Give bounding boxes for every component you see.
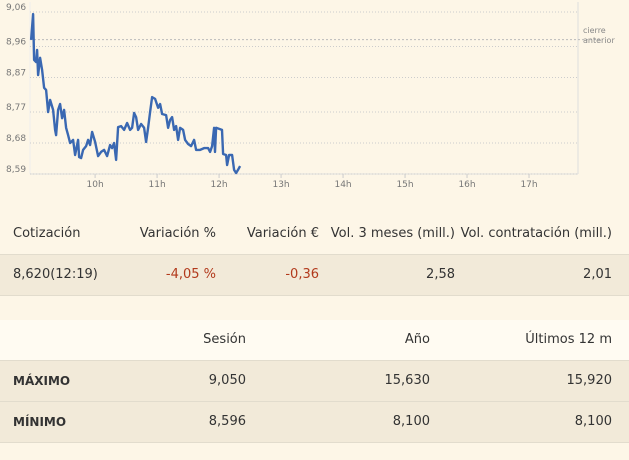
y-tick-label: 8,59 xyxy=(6,165,26,175)
price-line xyxy=(29,12,242,175)
reference-label: cierre anterior xyxy=(583,26,615,45)
data-cell: 15,630 xyxy=(384,373,431,388)
data-cell: 8,100 xyxy=(574,414,612,429)
data-row: 8,620(12:19) -4,05 % -0,36 2,58 2,01 xyxy=(0,255,629,296)
header-row: Sesión Año Últimos 12 m xyxy=(0,320,629,361)
y-tick-label: 8,96 xyxy=(6,37,26,47)
data-cell: 2,01 xyxy=(583,267,612,282)
header-row: Cotización Variación % Variación € Vol. 3 m… xyxy=(0,214,629,255)
row-label: MÍNIMO xyxy=(13,415,67,429)
header-cell: Últimos 12 m xyxy=(525,332,612,347)
data-cell: 2,58 xyxy=(426,267,455,282)
data-cell: 9,050 xyxy=(208,373,246,388)
header-cell: Cotización xyxy=(13,226,81,241)
data-cell: 8,620(12:19) xyxy=(13,267,98,282)
header-cell: Sesión xyxy=(203,332,246,347)
y-tick-label: 8,87 xyxy=(6,68,26,78)
data-row: MÍNIMO 8,596 8,100 8,100 xyxy=(0,402,629,443)
data-row: MÁXIMO 9,050 15,630 15,920 xyxy=(0,361,629,402)
header-cell: Vol. contratación (mill.) xyxy=(460,226,612,241)
x-tick-label: 15h xyxy=(396,180,413,190)
data-cell: -4,05 % xyxy=(165,267,216,282)
header-cell: Vol. 3 meses (mill.) xyxy=(330,226,455,241)
x-tick-label: 11h xyxy=(149,180,166,190)
x-tick-label: 14h xyxy=(334,180,351,190)
quote-table: Cotización Variación % Variación € Vol. 3 m… xyxy=(0,214,629,296)
y-tick-label: 9,06 xyxy=(6,3,26,13)
data-cell: -0,36 xyxy=(285,267,319,282)
x-tick-label: 13h xyxy=(272,180,289,190)
data-cell: 8,596 xyxy=(208,414,246,429)
data-cell: 8,100 xyxy=(392,414,430,429)
y-tick-label: 8,68 xyxy=(6,134,26,144)
x-tick-label: 17h xyxy=(520,180,537,190)
header-cell: Variación % xyxy=(139,226,216,241)
data-cell: 15,920 xyxy=(566,373,613,388)
header-cell: Año xyxy=(404,332,430,347)
x-tick-label: 16h xyxy=(458,180,475,190)
row-label: MÁXIMO xyxy=(13,374,71,388)
y-tick-label: 8,77 xyxy=(6,103,26,113)
range-table: Sesión Año Últimos 12 m MÁXIMO 9,050 15,630 15… xyxy=(0,320,629,443)
header-cell: Variación € xyxy=(246,226,319,241)
x-tick-label: 10h xyxy=(87,180,104,190)
chart: 9,06 8,96 8,87 8,77 8,68 8,59 10h 11h 12h 13h 14h 1… xyxy=(6,2,600,190)
x-tick-label: 12h xyxy=(210,180,227,190)
